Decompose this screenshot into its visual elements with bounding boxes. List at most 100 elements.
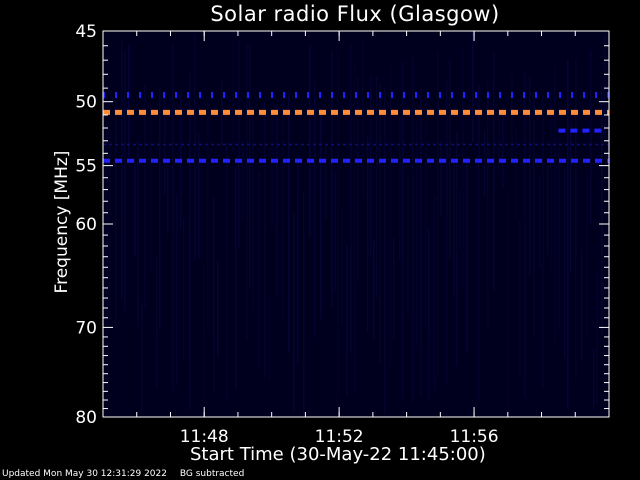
y-tick-label: 50 [75, 93, 97, 113]
noise-streak [384, 87, 386, 414]
noise-streak [593, 348, 595, 410]
x-axis-label: Start Time (30-May-22 11:45:00) [190, 444, 486, 465]
noise-streak [198, 133, 200, 259]
noise-streak [341, 209, 343, 325]
noise-streak [252, 106, 254, 311]
noise-streak [141, 301, 143, 414]
noise-streak [472, 31, 474, 142]
noise-streak [325, 145, 327, 222]
noise-streak [376, 77, 378, 299]
footer: Updated Mon May 30 12:31:29 2022 BG subt… [2, 469, 244, 479]
noise-streak [144, 84, 146, 309]
x-tick-label: 11:56 [450, 427, 499, 447]
noise-streak [453, 163, 455, 296]
noise-streak [529, 77, 531, 278]
noise-streak [203, 266, 205, 407]
noise-streak [449, 60, 451, 260]
noise-streak [271, 113, 273, 230]
noise-streak [334, 171, 336, 292]
noise-streak [502, 110, 504, 188]
noise-streak [293, 213, 295, 411]
noise-streak [331, 50, 333, 309]
chart-title: Solar radio Flux (Glasgow) [210, 2, 500, 26]
noise-streak [399, 116, 401, 260]
noise-streak [407, 173, 409, 317]
noise-streak [362, 37, 364, 197]
noise-streak [176, 193, 178, 386]
noise-streak [519, 220, 521, 375]
noise-streak [390, 66, 392, 367]
noise-streak [434, 196, 436, 392]
noise-streak [515, 126, 517, 221]
noise-streak [337, 50, 339, 399]
noise-streak [246, 43, 248, 341]
noise-streak [440, 140, 442, 216]
noise-streak [601, 84, 603, 335]
noise-streak [159, 89, 161, 331]
noise-streak [124, 50, 126, 313]
noise-streak [570, 121, 572, 273]
noise-streak [393, 237, 395, 339]
noise-streak [189, 72, 191, 411]
emission-bands [103, 91, 609, 163]
noise-streak [456, 130, 458, 367]
background-noise-texture [106, 31, 606, 416]
noise-streak [507, 189, 509, 408]
noise-streak [487, 81, 489, 331]
noise-streak [258, 171, 260, 368]
noise-streak [276, 104, 278, 297]
noise-streak [459, 189, 461, 250]
noise-streak [297, 155, 299, 365]
updated-timestamp: Updated Mon May 30 12:31:29 2022 [2, 469, 167, 479]
noise-streak [604, 34, 606, 135]
noise-streak [134, 159, 136, 256]
noise-streak [167, 159, 169, 234]
noise-streak [554, 65, 556, 344]
noise-streak [320, 108, 322, 320]
noise-streak [446, 81, 448, 386]
noise-streak [484, 130, 486, 196]
noise-streak [493, 52, 495, 291]
noise-streak [121, 40, 123, 299]
noise-streak [416, 121, 418, 349]
y-axis-label: Frequency [MHz] [52, 150, 72, 294]
x-tick-label: 11:48 [180, 427, 229, 447]
noise-streak [524, 70, 526, 398]
noise-streak [232, 41, 234, 152]
noise-streak [115, 92, 117, 330]
noise-streak [412, 53, 414, 403]
noise-streak [547, 164, 549, 256]
noise-streak [282, 101, 284, 321]
noise-streak [354, 63, 356, 393]
noise-streak [367, 135, 369, 333]
noise-streak [346, 243, 348, 396]
noise-streak [478, 84, 480, 400]
noise-streak [242, 140, 244, 220]
noise-streak [590, 50, 592, 225]
noise-streak [226, 142, 228, 401]
noise-streak [128, 44, 130, 158]
noise-streak [109, 128, 111, 322]
y-tick-label: 45 [75, 22, 97, 42]
noise-streak [309, 45, 311, 238]
noise-streak [156, 255, 158, 388]
noise-streak [172, 43, 174, 391]
noise-streak [437, 51, 439, 378]
noise-streak [564, 169, 566, 358]
noise-streak [466, 162, 468, 353]
noise-streak [542, 94, 544, 389]
noise-streak [194, 34, 196, 262]
noise-streak [462, 44, 464, 291]
noise-streak [586, 171, 588, 335]
x-tick-label: 11:52 [315, 427, 364, 447]
noise-streak [249, 42, 251, 291]
y-tick-label: 80 [75, 408, 97, 428]
noise-streak [428, 227, 430, 401]
noise-streak [137, 141, 139, 327]
noise-streak [370, 76, 372, 259]
noise-streak [207, 97, 209, 334]
noise-streak [581, 249, 583, 361]
noise-streak [238, 40, 240, 249]
noise-streak [303, 191, 305, 416]
